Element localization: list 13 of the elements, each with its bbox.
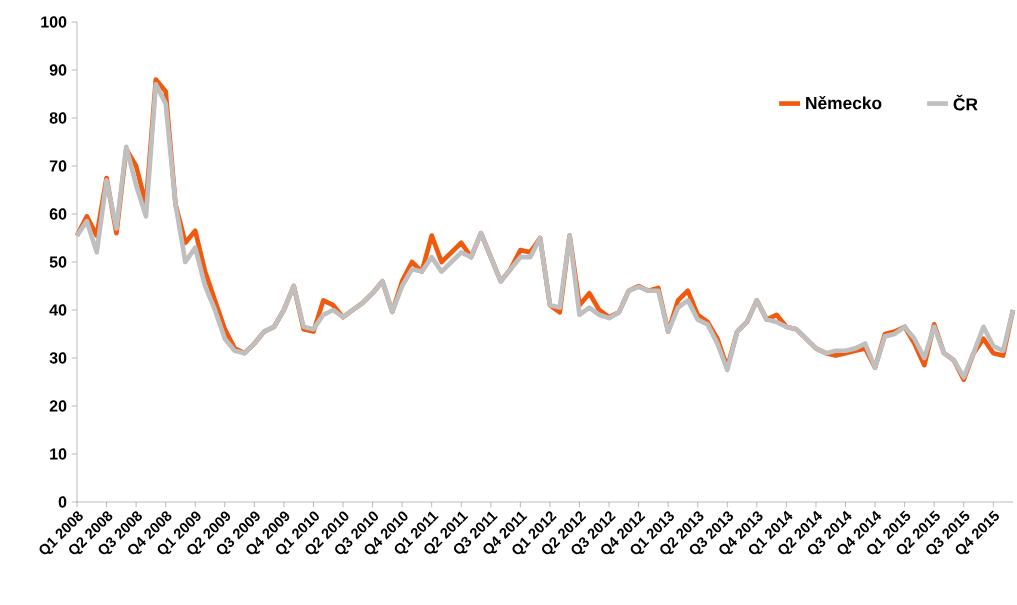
- y-tick-label: 50: [49, 256, 67, 268]
- y-tick-label: 10: [50, 448, 67, 460]
- y-tick-label: 90: [49, 64, 67, 76]
- y-tick-label: 30: [49, 352, 67, 364]
- legend-label: Německo: [806, 96, 882, 110]
- y-tick-label: 80: [49, 112, 67, 124]
- y-tick-label: 20: [49, 400, 67, 412]
- y-tick-label: 40: [49, 304, 67, 316]
- y-tick-label: 60: [49, 208, 67, 220]
- y-tick-label: 0: [58, 496, 67, 508]
- legend-label: ČR: [953, 94, 978, 111]
- y-tick-label: 100: [41, 16, 67, 28]
- y-tick-label: 70: [49, 160, 67, 172]
